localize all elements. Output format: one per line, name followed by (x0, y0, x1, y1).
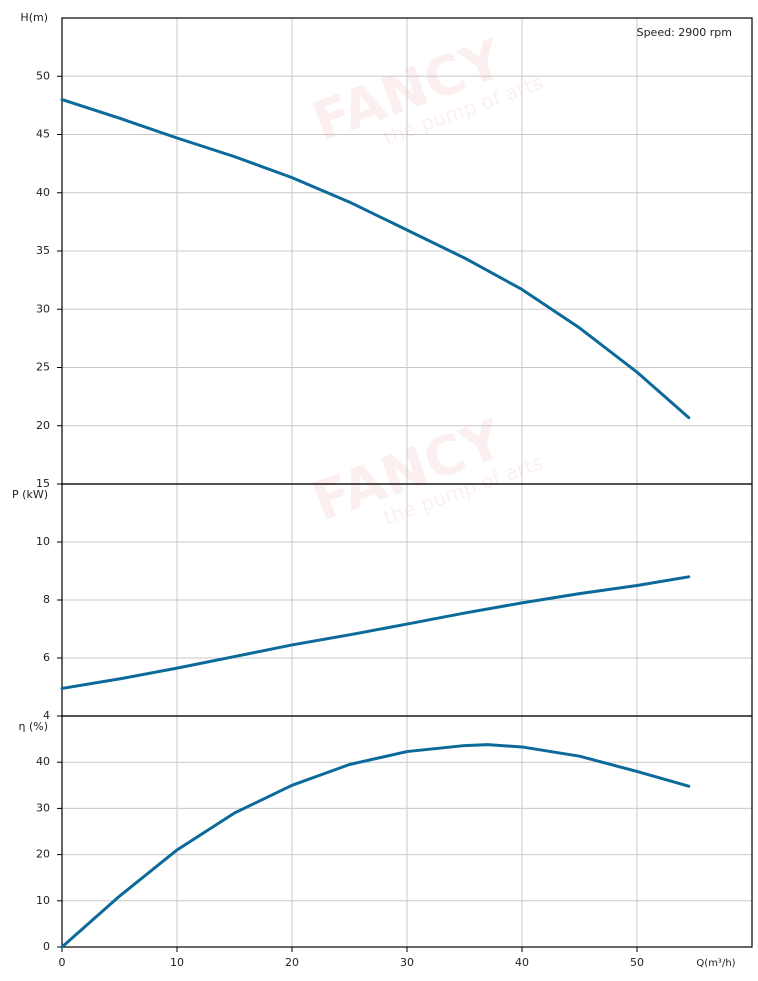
y-tick-label: 20 (36, 848, 50, 861)
x-axis-label: Q(m³/h) (696, 958, 735, 969)
y-axis-label: H(m) (20, 11, 48, 24)
y-tick-label: 0 (43, 940, 50, 953)
x-tick-label: 20 (285, 956, 299, 969)
y-tick-label: 10 (36, 894, 50, 907)
curve (60, 743, 691, 949)
y-tick-label: 30 (36, 801, 50, 814)
curve (60, 98, 691, 420)
y-tick-label: 40 (36, 186, 50, 199)
y-tick-label: 4 (43, 709, 50, 722)
plot-frame (61, 715, 753, 948)
y-tick-label: 35 (36, 244, 50, 257)
curve (60, 575, 691, 690)
y-tick-label: 20 (36, 419, 50, 432)
watermark: FANCY the pump of arts (305, 407, 546, 534)
watermark: FANCY the pump of arts (305, 27, 546, 154)
y-tick-label: 40 (36, 755, 50, 768)
y-tick-label: 25 (36, 361, 50, 374)
x-tick-label: 10 (170, 956, 184, 969)
y-tick-label: 15 (36, 477, 50, 490)
y-tick-label: 45 (36, 128, 50, 141)
x-tick-label: 40 (515, 956, 529, 969)
y-tick-label: 50 (36, 69, 50, 82)
x-tick-label: 30 (400, 956, 414, 969)
x-tick-label: 50 (630, 956, 644, 969)
y-axis-label: P (kW) (12, 488, 48, 501)
y-tick-label: 10 (36, 535, 50, 548)
y-tick-label: 8 (43, 593, 50, 606)
y-tick-label: 30 (36, 302, 50, 315)
y-tick-label: 6 (43, 651, 50, 664)
y-axis-label: η (%) (18, 720, 48, 733)
x-tick-label: 0 (59, 956, 66, 969)
annotation: Speed: 2900 rpm (637, 26, 732, 39)
